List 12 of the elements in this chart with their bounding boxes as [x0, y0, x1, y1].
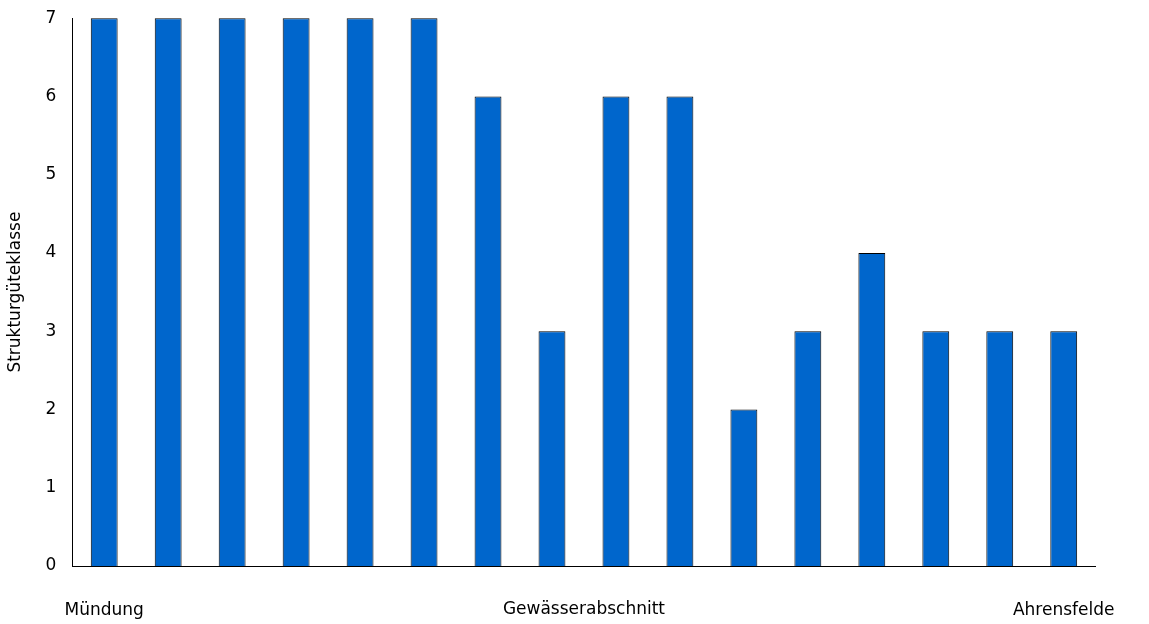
y-tick-label: 5: [45, 163, 57, 184]
y-tick-label: 3: [45, 319, 57, 340]
x-tick-label: Mündung: [64, 598, 144, 619]
y-tick-label: 6: [45, 84, 57, 105]
x-tick-label: Ahrensfelde: [1012, 598, 1115, 619]
y-tick-label: 0: [45, 554, 57, 575]
y-tick-label: 4: [45, 241, 57, 262]
y-tick-label: 2: [45, 397, 57, 418]
x-axis-title: Gewässerabschnitt: [502, 598, 666, 619]
y-axis-title: Strukturgüteklasse: [3, 211, 24, 373]
y-tick-label: 1: [45, 476, 57, 497]
y-tick-label: 7: [45, 6, 57, 27]
